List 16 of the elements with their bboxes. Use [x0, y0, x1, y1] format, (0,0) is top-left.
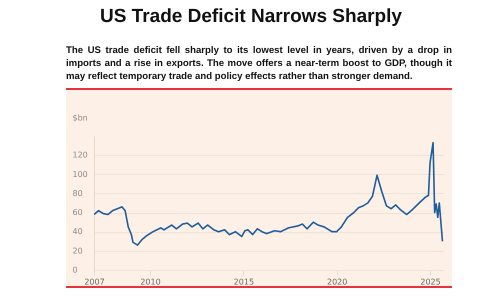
x-tick-label: 2020: [326, 278, 348, 286]
x-tick-label: 2015: [234, 278, 254, 286]
y-tick-label: 120: [72, 150, 88, 160]
y-tick-label: 20: [72, 246, 83, 256]
y-tick-label: 80: [72, 188, 83, 198]
y-tick-label: 100: [72, 170, 88, 179]
line-series: [94, 142, 444, 246]
x-tick-label: 2025: [420, 278, 441, 286]
chart-title: US Trade Deficit Narrows Sharply: [100, 6, 402, 28]
x-tick-label: 2007: [84, 278, 105, 286]
y-tick-label: 40: [72, 227, 83, 236]
y-tick-label: 0: [72, 266, 78, 274]
chart-subtitle: The US trade deficit fell sharply to its lowest level in years, driven by a drop in imports and a rise in exports. The move offers a near-term boost to GDP, though it may reflect temporary trade and policy effects rather than stronger demand.: [66, 44, 452, 83]
y-tick-label: 60: [72, 208, 83, 218]
x-tick-label: 2010: [140, 278, 161, 286]
y-axis-title: $bn: [72, 114, 88, 122]
